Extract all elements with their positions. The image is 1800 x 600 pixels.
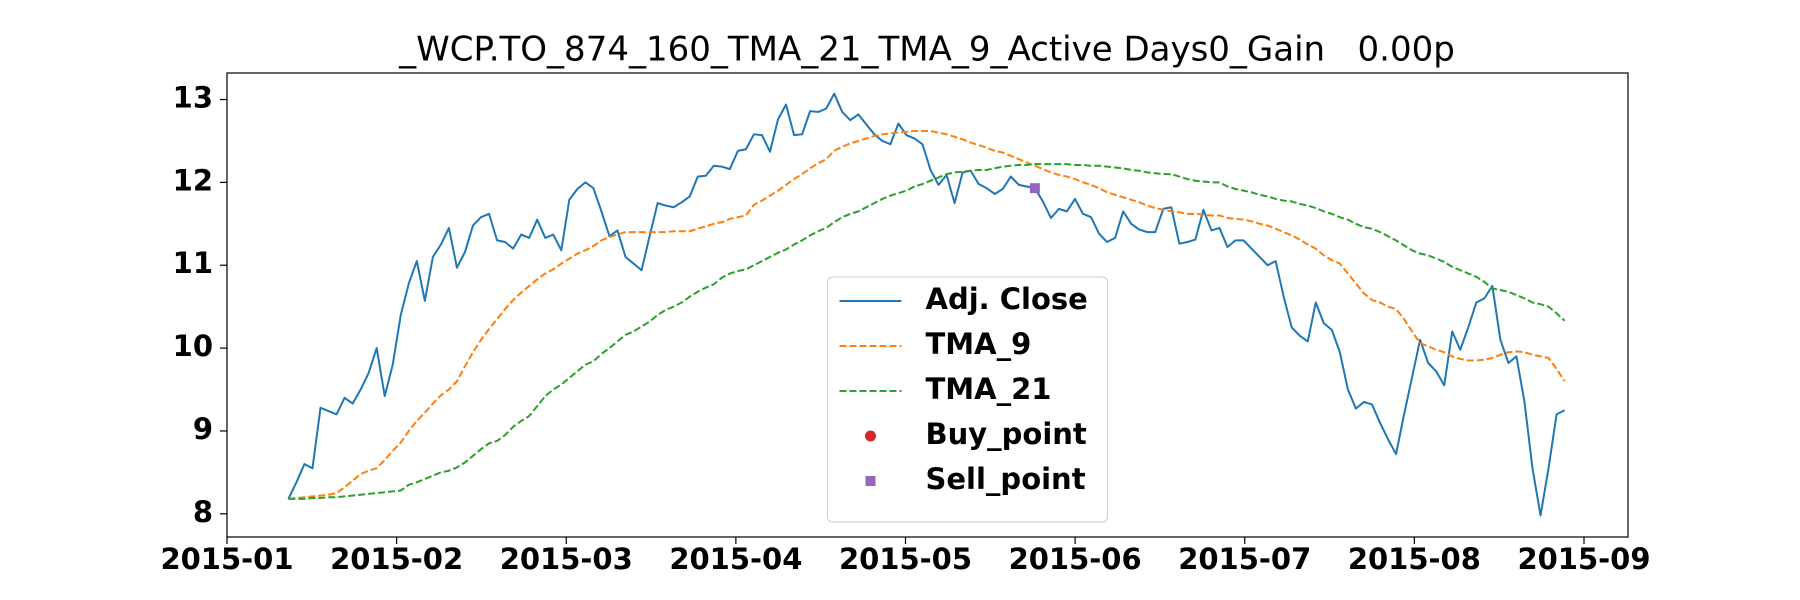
legend-label: Buy_point <box>926 417 1087 451</box>
x-tick-label: 2015-08 <box>1348 542 1481 576</box>
x-tick-label: 2015-01 <box>160 542 293 576</box>
series-line <box>288 130 1566 500</box>
y-tick-label: 10 <box>173 329 213 363</box>
legend-label: Sell_point <box>926 462 1086 496</box>
legend-marker <box>865 430 876 442</box>
x-tick-label: 2015-03 <box>500 542 633 576</box>
series-line <box>288 163 1566 500</box>
y-tick-label: 11 <box>173 246 213 280</box>
y-tick-label: 13 <box>173 81 213 115</box>
x-tick-label: 2015-07 <box>1178 542 1311 576</box>
y-tick-label: 12 <box>173 163 213 197</box>
legend-marker <box>865 476 876 486</box>
y-tick-label: 8 <box>193 495 213 529</box>
sell-point <box>1029 183 1040 194</box>
x-tick-label: 2015-04 <box>669 542 802 576</box>
x-tick-label: 2015-06 <box>1009 542 1142 576</box>
x-tick-label: 2015-02 <box>330 542 463 576</box>
legend-label: Adj. Close <box>926 282 1088 316</box>
y-tick-label: 9 <box>193 412 213 446</box>
legend-label: TMA_21 <box>926 372 1052 406</box>
legend-label: TMA_9 <box>926 327 1032 361</box>
legend-box <box>827 276 1108 523</box>
plot-frame <box>226 72 1629 538</box>
legend: Adj. Close TMA_9 TMA_21 Buy_point Sell_point <box>827 276 1108 523</box>
x-tick-label: 2015-09 <box>1517 542 1650 576</box>
chart-title: _WCP.TO_874_160_TMA_21_TMA_9_Active Days… <box>398 30 1455 70</box>
series-line <box>287 92 1566 517</box>
x-tick-label: 2015-05 <box>839 542 972 576</box>
